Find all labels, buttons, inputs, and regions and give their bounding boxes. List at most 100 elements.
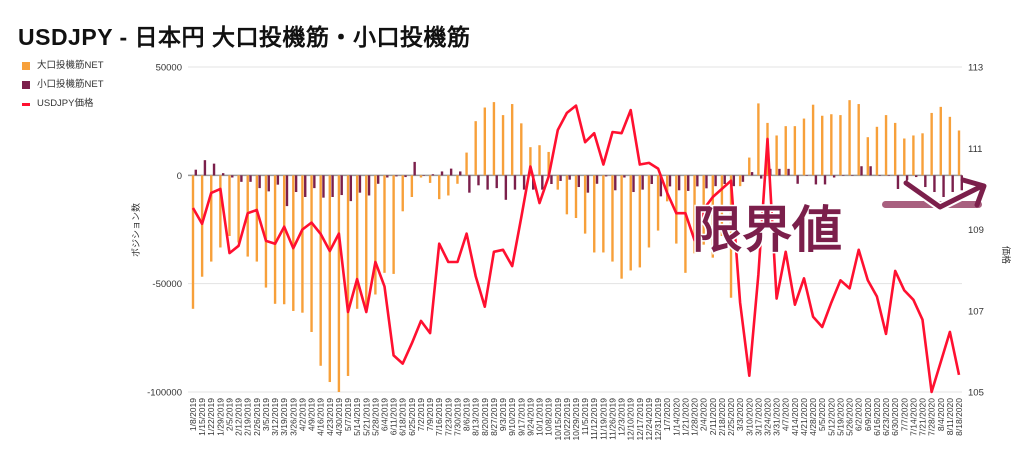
small-speculators-bar [787, 168, 790, 176]
legend-swatch-purple [22, 81, 30, 89]
usdjpy-price-line [191, 104, 961, 394]
small-speculators-bar [376, 175, 380, 184]
large-speculators-bar [665, 175, 669, 202]
x-tick-label: 8/18/2020 [954, 398, 964, 436]
legend-label: USDJPY価格 [37, 98, 94, 109]
large-speculators-bar [738, 175, 742, 187]
large-speculators-bar [483, 107, 487, 176]
large-speculators-bar [255, 175, 259, 262]
large-speculators-bar [583, 175, 587, 234]
large-speculators-bar [410, 175, 414, 197]
small-speculators-bar [331, 175, 334, 197]
limit-annotation-text: 限界値 [692, 202, 842, 258]
x-tick-label: 10/1/2019 [535, 398, 545, 436]
x-tick-label: 11/19/2019 [598, 398, 608, 440]
x-tick-label: 11/12/2019 [589, 398, 599, 440]
x-tick-label: 8/27/2019 [489, 398, 499, 436]
large-speculators-bar [365, 175, 368, 308]
large-speculators-bar [711, 175, 714, 258]
large-speculators-bar [729, 175, 733, 298]
x-tick-label: 4/9/2019 [307, 398, 317, 431]
small-speculators-bar [568, 175, 571, 180]
x-tick-label: 6/30/2020 [890, 398, 900, 436]
large-speculators-bar [392, 175, 395, 274]
small-speculators-bar [276, 175, 280, 185]
large-speculators-bar [529, 147, 532, 176]
large-speculators-bar [264, 175, 268, 288]
x-tick-label: 1/7/2020 [662, 398, 672, 431]
x-tick-label: 6/16/2020 [872, 398, 882, 436]
x-tick-label: 3/31/2020 [772, 398, 782, 436]
arrowhead-icon [960, 177, 987, 208]
small-speculators-bar [221, 173, 225, 176]
small-speculators-bar [878, 175, 881, 176]
x-tick-label: 5/14/2019 [352, 398, 362, 436]
small-speculators-bar [714, 175, 717, 187]
small-speculators-bar [559, 175, 562, 181]
large-speculators-bar [328, 175, 331, 383]
x-tick-label: 2/25/2020 [726, 398, 736, 436]
small-speculators-bar [677, 175, 681, 191]
large-speculators-bar [693, 175, 696, 254]
small-speculators-bar [358, 175, 362, 193]
small-speculators-bar [249, 175, 252, 182]
large-speculators-bar [802, 118, 806, 176]
x-tick-label: 8/11/2020 [945, 398, 955, 435]
small-speculators-bar [696, 175, 699, 187]
x-tick-label: 7/30/2019 [453, 398, 463, 436]
small-speculators-bar [823, 175, 827, 185]
x-tick-label: 12/24/2019 [644, 398, 654, 441]
small-speculators-bar [687, 175, 690, 191]
x-tick-label: 4/16/2019 [316, 398, 326, 436]
x-tick-label: 4/23/2019 [325, 398, 335, 436]
x-tick-label: 8/4/2020 [936, 398, 946, 431]
small-speculators-bar [294, 175, 298, 193]
large-speculators-bar [383, 175, 386, 273]
y-left-tick-label: 0 [177, 171, 182, 182]
x-tick-label: 3/26/2019 [288, 398, 298, 436]
small-speculators-bar [422, 175, 425, 176]
x-tick-label: 10/22/2019 [562, 398, 572, 441]
x-tick-label: 11/5/2019 [580, 398, 590, 435]
large-speculators-bar [447, 175, 450, 196]
large-speculators-bar [520, 123, 523, 176]
large-speculators-bar [884, 115, 888, 176]
large-speculators-bar [638, 175, 642, 268]
x-tick-label: 6/9/2020 [863, 398, 873, 431]
large-speculators-bar [210, 175, 213, 262]
small-speculators-bar [267, 175, 270, 192]
large-speculators-bar [848, 100, 851, 176]
small-speculators-bar [477, 175, 480, 186]
large-speculators-bar [866, 137, 870, 176]
small-speculators-bar [604, 175, 608, 177]
x-tick-label: 6/4/2019 [380, 398, 390, 431]
small-speculators-bar [586, 175, 590, 193]
large-speculators-bar [675, 175, 678, 244]
small-speculators-bar [641, 175, 644, 190]
small-speculators-bar [459, 171, 462, 176]
large-speculators-bar [839, 115, 842, 176]
large-speculators-bar [337, 175, 341, 392]
legend-swatch-red-line [22, 103, 30, 106]
small-speculators-bar [431, 174, 435, 176]
x-tick-label: 9/3/2019 [498, 398, 508, 431]
small-speculators-bar [741, 175, 745, 182]
small-speculators-bar [860, 166, 863, 176]
small-speculators-bar [623, 175, 626, 178]
x-tick-label: 5/12/2020 [826, 398, 836, 436]
x-tick-label: 2/4/2020 [699, 398, 709, 431]
small-speculators-bar [522, 175, 526, 190]
small-speculators-bar [577, 175, 580, 188]
x-tick-label: 7/2/2019 [416, 398, 426, 431]
x-tick-label: 5/21/2019 [361, 398, 371, 436]
legend-item-small-speculators: 小口投機筋NET [22, 79, 104, 90]
large-speculators-bar [374, 175, 377, 295]
small-speculators-bar [313, 175, 316, 189]
small-speculators-bar [759, 175, 763, 179]
x-tick-label: 2/5/2019 [225, 398, 235, 431]
x-tick-label: 10/8/2019 [544, 398, 554, 436]
small-speculators-bar [814, 175, 818, 185]
small-speculators-bar [796, 175, 799, 184]
y-axis-left-label: ポジション数 [130, 203, 141, 257]
x-tick-label: 9/24/2019 [525, 398, 535, 436]
